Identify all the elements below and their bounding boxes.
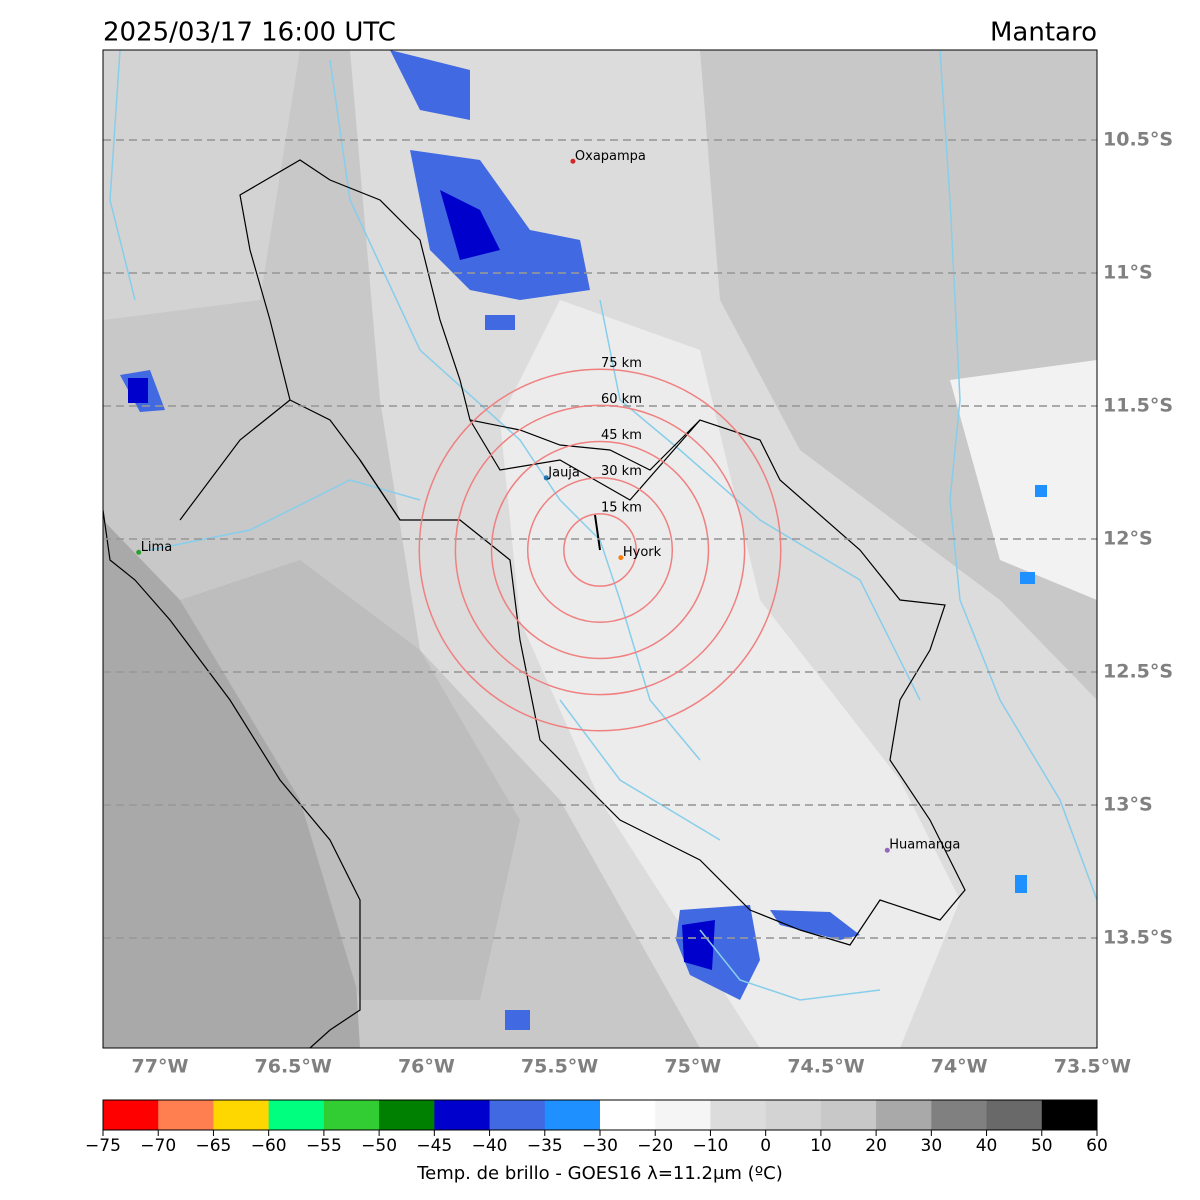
lat-label: 12.5°S: [1103, 661, 1173, 683]
city-name: Hyork: [623, 545, 662, 560]
colorbar-tick-label: −45: [416, 1136, 452, 1156]
colorbar-swatch: [213, 1100, 270, 1130]
range-ring: [418, 368, 782, 732]
colorbar-tick-label: 0: [760, 1136, 771, 1156]
colorbar-tick-label: −65: [195, 1136, 231, 1156]
colorbar-tick-label: −70: [140, 1136, 176, 1156]
geography: [103, 50, 1097, 1048]
colorbar-swatch: [434, 1100, 491, 1130]
colorbar-swatch: [323, 1100, 380, 1130]
lon-label: 73.5°W: [1054, 1056, 1131, 1078]
colorbar-swatch: [931, 1100, 988, 1130]
city-name: Jauja: [547, 465, 580, 480]
ring-label: 30 km: [601, 464, 642, 479]
colorbar-tick-label: 50: [1031, 1136, 1053, 1156]
colorbar-tick-label: −50: [361, 1136, 397, 1156]
ring-label: 45 km: [601, 428, 642, 443]
range-ring: [563, 513, 637, 587]
colorbar-swatch: [379, 1100, 435, 1130]
map-frame: [102, 49, 1098, 1049]
colorbar-tick-label: −40: [472, 1136, 508, 1156]
colorbar-swatch: [710, 1100, 767, 1130]
colorbar-tick-label: −55: [306, 1136, 342, 1156]
ring-label: 60 km: [601, 392, 642, 407]
lat-label: 13.5°S: [1103, 927, 1173, 949]
colorbar-swatch: [600, 1100, 656, 1130]
colorbar-tick-label: −60: [251, 1136, 287, 1156]
lon-label: 75.5°W: [521, 1056, 598, 1078]
colorbar-swatch: [765, 1100, 822, 1130]
colorbar-swatch: [655, 1100, 711, 1130]
colorbar-swatch: [986, 1100, 1043, 1130]
ring-label: 75 km: [601, 356, 642, 371]
colorbar-swatch: [103, 1100, 159, 1130]
city-name: Huamanga: [889, 838, 960, 853]
colorbar-swatch: [820, 1100, 877, 1130]
city-name: Lima: [141, 540, 172, 555]
colorbar-tick-label: −10: [692, 1136, 728, 1156]
city-marker: [136, 549, 142, 555]
colorbar-label: Temp. de brillo - GOES16 λ=11.2μm (ºC): [416, 1163, 783, 1184]
colorbar-swatch: [158, 1100, 214, 1130]
lon-label: 74.5°W: [787, 1056, 864, 1078]
city-marker: [543, 475, 549, 481]
colorbar-swatch: [268, 1100, 325, 1130]
city-marker: [618, 555, 624, 561]
ring-label: 15 km: [601, 500, 642, 515]
lon-label: 76°W: [398, 1056, 455, 1078]
lon-label: 76.5°W: [255, 1056, 332, 1078]
colorbar-tick-label: 40: [976, 1136, 998, 1156]
range-ring: [526, 476, 674, 624]
range-ring: [490, 440, 710, 660]
city-name: Oxapampa: [575, 149, 646, 164]
lat-label: 10.5°S: [1103, 129, 1173, 151]
city-marker: [570, 158, 576, 164]
title: 2025/03/17 16:00 UTC: [103, 18, 396, 48]
lon-label: 75°W: [664, 1056, 721, 1078]
colorbar-swatch: [876, 1100, 932, 1130]
range-ring: [454, 404, 746, 696]
lon-label: 77°W: [132, 1056, 189, 1078]
lat-label: 11°S: [1103, 262, 1153, 284]
colorbar-tick-label: −35: [527, 1136, 563, 1156]
colorbar-swatch: [1041, 1100, 1098, 1130]
colorbar-tick-label: 30: [921, 1136, 943, 1156]
colorbar-tick-label: −30: [582, 1136, 618, 1156]
region: Mantaro: [990, 18, 1097, 48]
overlay: 15 km 30 km 45 km 60 km 75 km Oxapampa Jauja Hy…: [103, 139, 1097, 939]
colorbar-swatch: [544, 1100, 601, 1130]
colorbar-tick-label: 20: [865, 1136, 887, 1156]
colorbar-tick-label: 10: [810, 1136, 832, 1156]
imagery: [103, 50, 1097, 1048]
lat-label: 13°S: [1103, 794, 1153, 816]
lon-label: 74°W: [931, 1056, 988, 1078]
colorbar-swatch: [489, 1100, 546, 1130]
lat-label: 12°S: [1103, 528, 1153, 550]
colorbar-tick-label: −75: [85, 1136, 121, 1156]
city-marker: [884, 847, 890, 853]
lat-label: 11.5°S: [1103, 395, 1173, 417]
colorbar-tick-label: 60: [1086, 1136, 1108, 1156]
colorbar-tick-label: −20: [637, 1136, 673, 1156]
